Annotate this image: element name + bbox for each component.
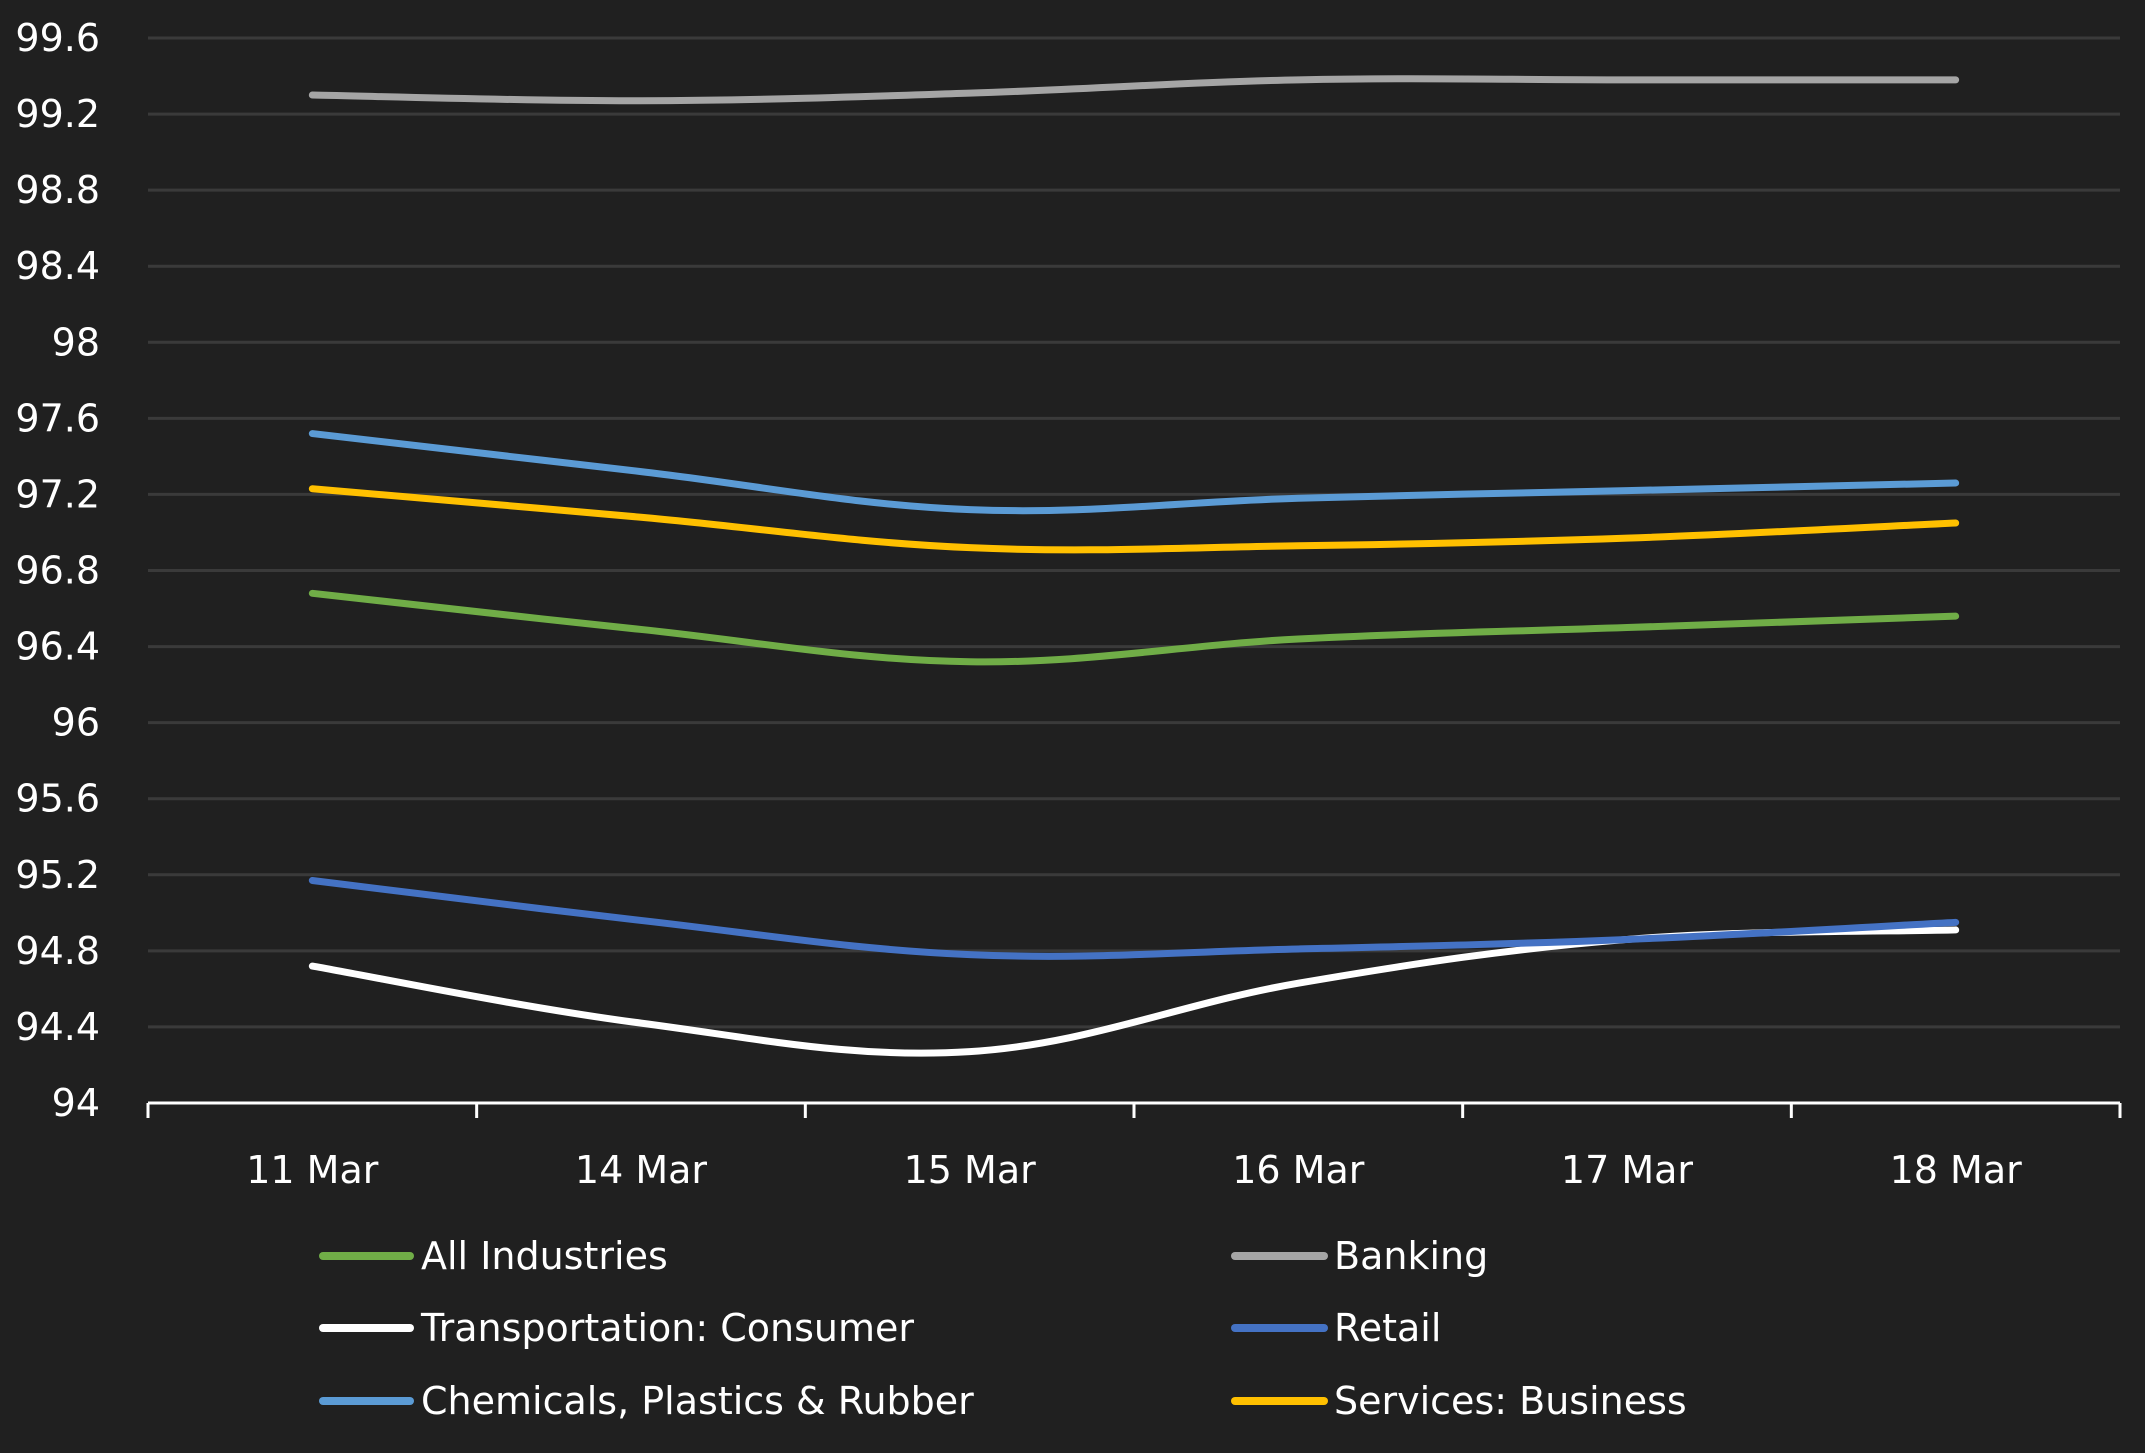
x-tick-label: 15 Mar <box>904 1148 1037 1192</box>
legend-label: All Industries <box>421 1234 668 1278</box>
legend-item-retail: Retail <box>1231 1306 1441 1350</box>
legend-item-all-industries: All Industries <box>319 1234 668 1278</box>
legend-label: Services: Business <box>1334 1379 1687 1423</box>
legend-label: Chemicals, Plastics & Rubber <box>421 1379 974 1423</box>
y-tick-label: 98.8 <box>15 168 100 212</box>
series-lines <box>308 75 1960 1057</box>
x-tick-label: 17 Mar <box>1561 1148 1694 1192</box>
gridlines <box>148 36 2120 1029</box>
x-tick-label: 14 Mar <box>575 1148 708 1192</box>
series-line-banking <box>308 75 1960 105</box>
x-tick-label: 16 Mar <box>1232 1148 1365 1192</box>
y-tick-label: 94 <box>52 1081 100 1125</box>
legend-item-chemicals-plastics-rubber: Chemicals, Plastics & Rubber <box>319 1379 974 1423</box>
y-tick-label: 99.6 <box>15 16 100 60</box>
x-tick-label: 18 Mar <box>1890 1148 2023 1192</box>
y-tick-label: 94.8 <box>15 929 100 973</box>
y-tick-label: 95.2 <box>15 853 100 897</box>
legend-item-transportation-consumer: Transportation: Consumer <box>319 1306 914 1350</box>
legend-item-services-business: Services: Business <box>1231 1379 1687 1423</box>
y-tick-label: 97.2 <box>15 472 100 516</box>
y-tick-label: 96.8 <box>15 549 100 593</box>
series-line-all-industries <box>308 589 1960 666</box>
legend-label: Retail <box>1334 1306 1441 1350</box>
legend-item-banking: Banking <box>1231 1234 1488 1278</box>
y-tick-label: 96.4 <box>15 625 100 669</box>
x-axis: 11 Mar 14 Mar 15 Mar 16 Mar 17 Mar 18 Mar <box>146 1101 2122 1192</box>
series-line-services-business <box>308 485 1960 554</box>
legend-label: Transportation: Consumer <box>420 1306 914 1350</box>
series-line-retail <box>308 876 1960 960</box>
y-tick-label: 95.6 <box>15 777 100 821</box>
series-line-chemicals-plastics-rubber <box>308 430 1960 515</box>
y-tick-label: 94.4 <box>15 1005 100 1049</box>
y-tick-label: 96 <box>52 701 100 745</box>
y-tick-label: 97.6 <box>15 396 100 440</box>
y-tick-label: 99.2 <box>15 92 100 136</box>
legend-label: Banking <box>1334 1234 1488 1278</box>
y-tick-label: 98 <box>52 320 100 364</box>
x-tick-label: 11 Mar <box>246 1148 379 1192</box>
y-tick-label: 98.4 <box>15 244 100 288</box>
legend: All Industries Banking Transportation: Con… <box>319 1234 1687 1423</box>
y-axis-ticks: 94 94.4 94.8 95.2 95.6 96 96.4 96.8 97.2 97.6 98 98… <box>15 16 100 1125</box>
